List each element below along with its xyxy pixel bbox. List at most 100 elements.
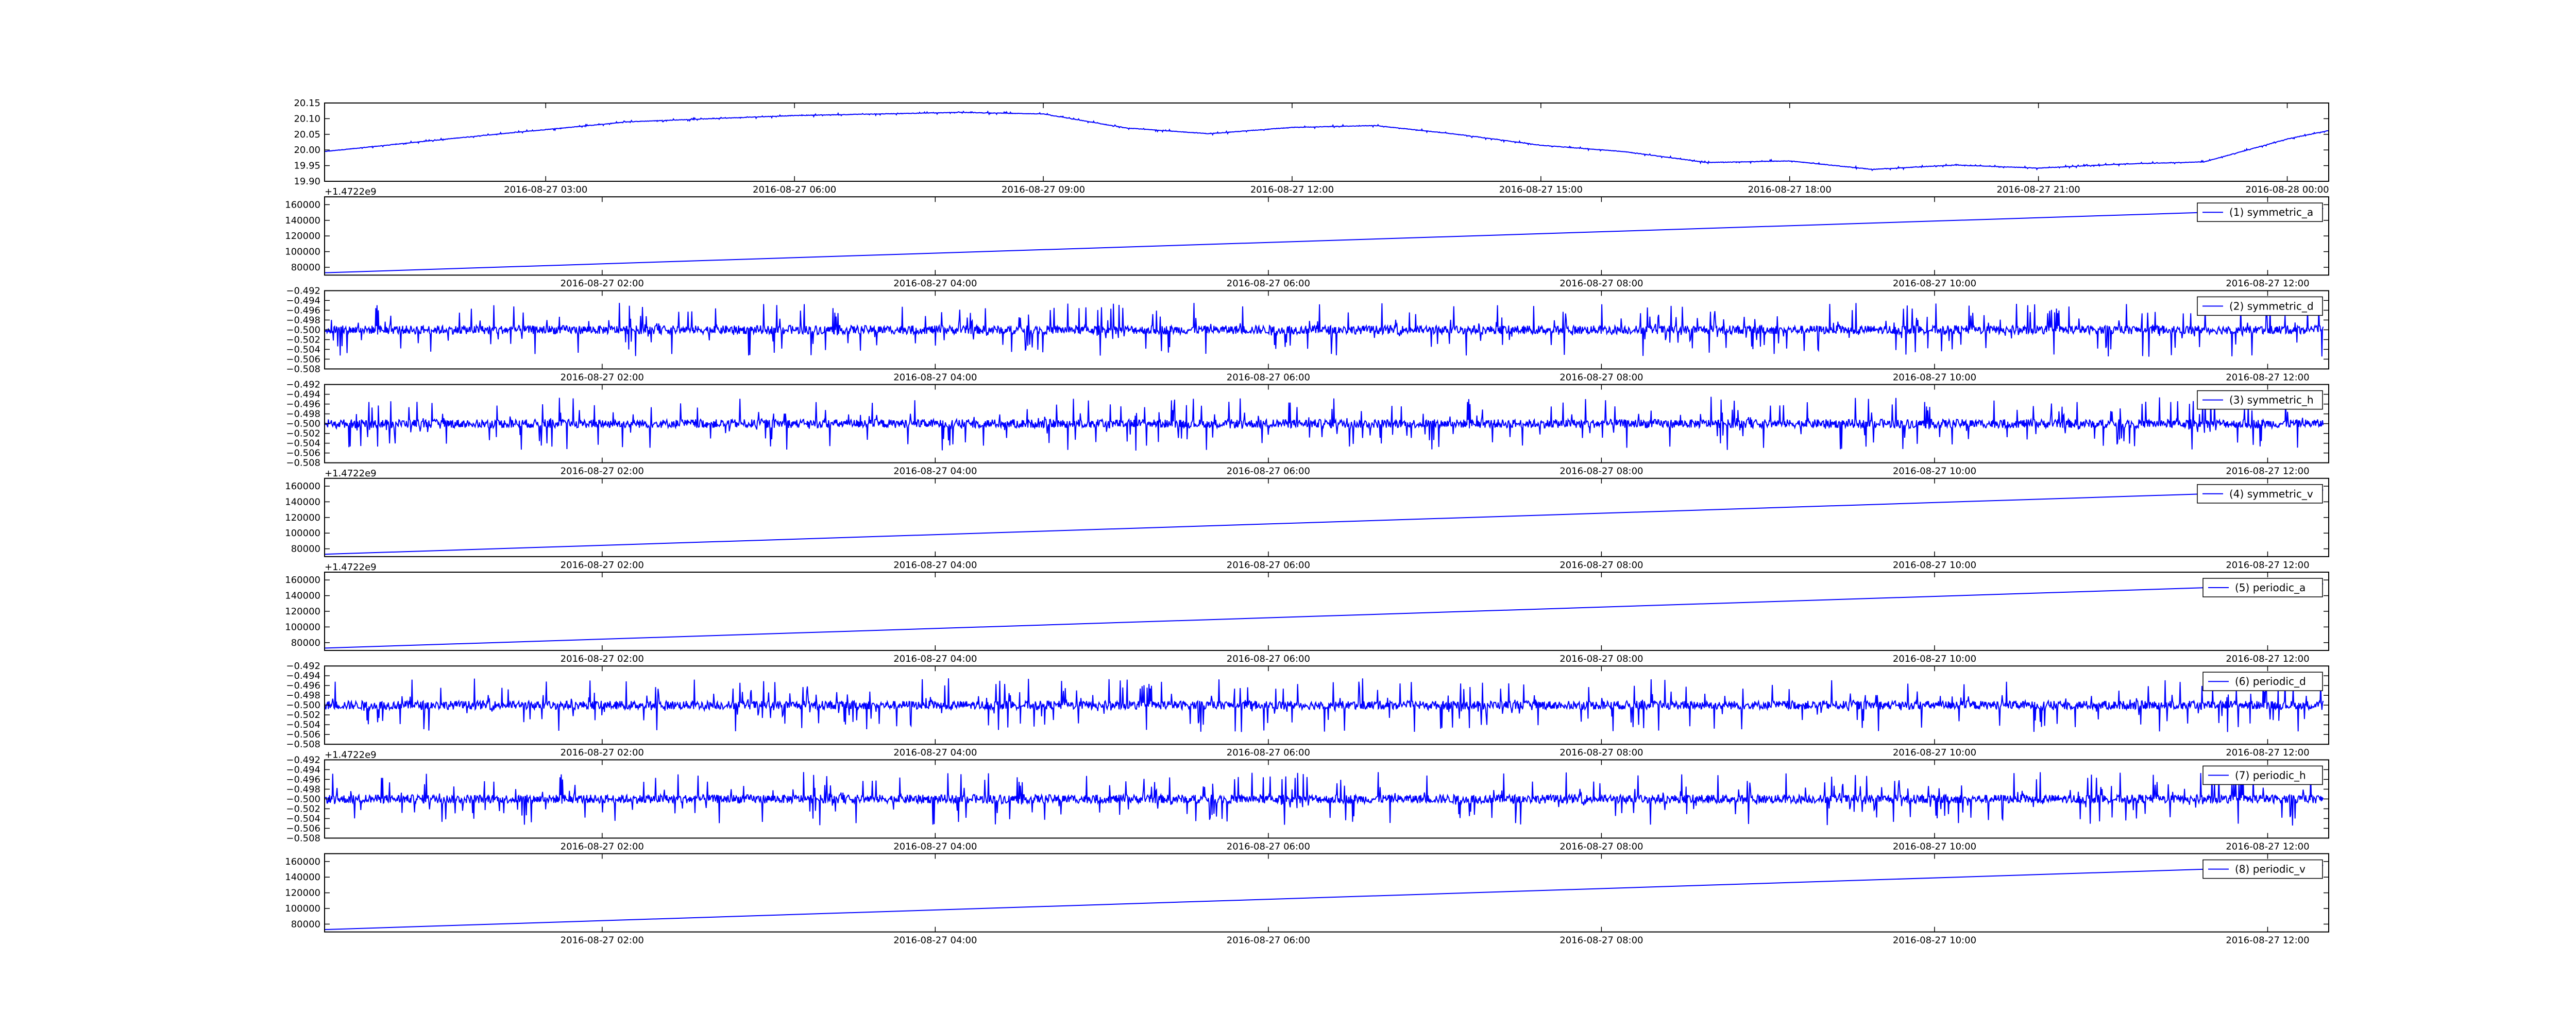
legend-label: (6) periodic_d (2235, 675, 2306, 688)
x-tick-label: 2016-08-27 02:00 (561, 654, 644, 664)
x-tick-label: 2016-08-27 15:00 (1499, 184, 1583, 195)
y-tick-label: 19.95 (294, 161, 320, 171)
x-tick-label: 2016-08-27 18:00 (1748, 184, 1832, 195)
x-tick-label: 2016-08-27 04:00 (893, 466, 977, 477)
legend: (3) symmetric_h (2197, 390, 2323, 410)
legend-label: (8) periodic_v (2235, 863, 2306, 876)
x-tick-label: 2016-08-27 10:00 (1893, 278, 1976, 289)
x-tick-label: 2016-08-27 02:00 (561, 747, 644, 758)
y-tick-label: 80000 (291, 919, 320, 930)
y-tick-label: −0.504 (286, 813, 320, 824)
y-tick-label: −0.502 (286, 334, 320, 345)
y-tick-label: −0.508 (286, 364, 320, 374)
y-tick-label: 80000 (291, 638, 320, 648)
y-tick-label: −0.500 (286, 700, 320, 711)
x-tick-label: 2016-08-27 08:00 (1560, 372, 1643, 383)
subplot-4: −0.492−0.494−0.496−0.498−0.500−0.502−0.5… (286, 380, 2329, 477)
offset-text: +1.4722e9 (325, 468, 377, 479)
x-tick-label: 2016-08-27 02:00 (561, 466, 644, 477)
x-tick-label: 2016-08-27 06:00 (1227, 935, 1310, 946)
y-tick-label: 120000 (285, 888, 320, 899)
x-tick-label: 2016-08-27 02:00 (561, 841, 644, 852)
y-tick-label: 20.05 (294, 129, 320, 140)
y-tick-label: 80000 (291, 544, 320, 555)
y-tick-label: −0.500 (286, 324, 320, 335)
legend-label: (7) periodic_h (2235, 769, 2306, 781)
subplot-3: −0.492−0.494−0.496−0.498−0.500−0.502−0.5… (286, 285, 2329, 383)
x-tick-label: 2016-08-27 12:00 (2226, 560, 2309, 571)
y-tick-label: −0.504 (286, 719, 320, 730)
x-tick-label: 2016-08-27 04:00 (893, 654, 977, 664)
y-tick-label: 140000 (285, 215, 320, 226)
y-tick-label: 100000 (285, 247, 320, 258)
offset-text: +1.4722e9 (325, 186, 377, 197)
y-tick-label: 160000 (285, 481, 320, 492)
y-tick-label: −0.492 (286, 285, 320, 296)
series-line (324, 489, 2324, 555)
y-tick-label: 100000 (285, 528, 320, 539)
x-tick-label: 2016-08-27 03:00 (504, 184, 587, 195)
x-tick-label: 2016-08-27 04:00 (893, 372, 977, 383)
x-tick-label: 2016-08-27 12:00 (1250, 184, 1334, 195)
x-tick-label: 2016-08-27 06:00 (1227, 278, 1310, 289)
legend: (7) periodic_h (2202, 765, 2323, 785)
y-tick-label: 100000 (285, 903, 320, 914)
legend: (4) symmetric_v (2197, 484, 2323, 504)
x-tick-label: 2016-08-27 04:00 (893, 560, 977, 571)
series-line (324, 110, 2329, 171)
legend: (1) symmetric_a (2197, 202, 2323, 222)
x-tick-label: 2016-08-27 12:00 (2226, 372, 2309, 383)
legend: (6) periodic_d (2202, 672, 2323, 691)
y-tick-label: −0.506 (286, 729, 320, 740)
x-tick-label: 2016-08-27 08:00 (1560, 654, 1643, 664)
x-tick-label: 2016-08-27 04:00 (893, 841, 977, 852)
y-tick-label: −0.492 (286, 661, 320, 672)
subplot-6: 80000 100000 120000 140000 160000 2016-08-27 … (285, 562, 2329, 664)
axes-frame (324, 102, 2329, 182)
series-line (324, 208, 2324, 273)
y-tick-label: 160000 (285, 199, 320, 210)
subplot-9: 80000 100000 120000 140000 160000 2016-08-27 … (285, 853, 2329, 946)
y-tick-label: 120000 (285, 512, 320, 523)
series-line (324, 583, 2324, 649)
x-tick-label: 2016-08-27 08:00 (1560, 935, 1643, 946)
x-tick-label: 2016-08-27 06:00 (1227, 841, 1310, 852)
legend-label: (5) periodic_a (2235, 581, 2306, 594)
x-tick-label: 2016-08-27 02:00 (561, 372, 644, 383)
x-tick-label: 2016-08-27 02:00 (561, 560, 644, 571)
x-tick-label: 2016-08-27 12:00 (2226, 747, 2309, 758)
legend: (8) periodic_v (2202, 859, 2323, 879)
x-tick-label: 2016-08-27 04:00 (893, 747, 977, 758)
legend-label: (3) symmetric_h (2229, 394, 2314, 406)
y-tick-label: −0.502 (286, 803, 320, 814)
x-tick-label: 2016-08-27 12:00 (2226, 466, 2309, 477)
legend-label: (2) symmetric_d (2229, 300, 2314, 312)
offset-text: +1.4722e9 (325, 562, 377, 573)
x-tick-label: 2016-08-27 12:00 (2226, 935, 2309, 946)
y-tick-label: 140000 (285, 872, 320, 883)
x-tick-label: 2016-08-27 12:00 (2226, 654, 2309, 664)
x-tick-label: 2016-08-27 10:00 (1893, 747, 1976, 758)
y-tick-label: −0.504 (286, 344, 320, 355)
x-tick-label: 2016-08-27 10:00 (1893, 654, 1976, 664)
x-tick-label: 2016-08-27 06:00 (1227, 372, 1310, 383)
legend: (5) periodic_a (2202, 578, 2323, 597)
y-tick-label: −0.496 (286, 399, 320, 410)
x-tick-label: 2016-08-27 10:00 (1893, 372, 1976, 383)
offset-text: +1.4722e9 (325, 749, 377, 760)
y-tick-label: 140000 (285, 496, 320, 507)
y-tick-label: −0.506 (286, 823, 320, 834)
subplot-1: 19.90 19.95 20.00 20.05 20.10 20.15 2016-08-27… (294, 98, 2329, 195)
y-tick-label: −0.506 (286, 448, 320, 459)
legend-label: (1) symmetric_a (2229, 206, 2313, 218)
y-tick-label: 20.10 (294, 113, 320, 124)
x-tick-label: 2016-08-27 21:00 (1997, 184, 2080, 195)
series-line (324, 678, 2324, 732)
y-tick-label: −0.498 (286, 690, 320, 701)
y-tick-label: 19.90 (294, 176, 320, 187)
y-tick-label: −0.494 (286, 295, 320, 306)
y-tick-label: −0.496 (286, 774, 320, 785)
y-tick-label: −0.500 (286, 794, 320, 804)
x-tick-label: 2016-08-27 09:00 (1002, 184, 1085, 195)
y-tick-label: 120000 (285, 231, 320, 242)
